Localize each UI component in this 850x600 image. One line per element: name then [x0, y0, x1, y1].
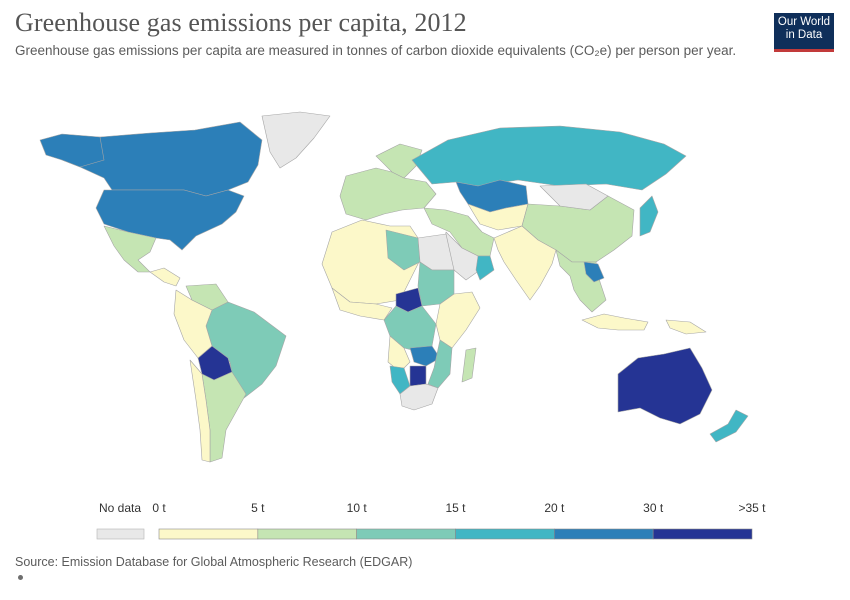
chart-subtitle: Greenhouse gas emissions per capita are … — [15, 43, 737, 58]
region-mexico[interactable] — [103, 225, 157, 273]
logo-line-2: in Data — [785, 29, 823, 41]
world-map — [39, 111, 749, 463]
region-botswana[interactable] — [409, 365, 427, 387]
region-south-africa[interactable] — [399, 383, 439, 411]
region-united-states[interactable] — [95, 189, 245, 251]
owid-logo[interactable]: Our World in Data — [774, 13, 834, 52]
legend-end-label: >35 t — [738, 501, 766, 515]
region-indonesia[interactable] — [581, 313, 649, 331]
logo-accent-bar — [774, 49, 834, 52]
region-venezuela[interactable] — [185, 283, 229, 311]
region-new-zealand[interactable] — [709, 409, 749, 443]
legend-tick-label-2: 10 t — [347, 501, 368, 515]
region-laos[interactable] — [583, 261, 605, 283]
legend-tick-label-3: 15 t — [445, 501, 466, 515]
region-india[interactable] — [493, 225, 557, 301]
region-chile[interactable] — [189, 359, 211, 463]
region-australia[interactable] — [617, 347, 713, 425]
region-oman[interactable] — [475, 255, 495, 281]
logo-line-1: Our World — [777, 16, 831, 28]
region-west-africa[interactable] — [331, 287, 393, 321]
legend-tick-label-4: 20 t — [544, 501, 565, 515]
region-madagascar[interactable] — [461, 347, 477, 383]
legend-no-data-label: No data — [99, 501, 141, 515]
legend-bin-4[interactable] — [554, 528, 654, 540]
region-greenland[interactable] — [261, 111, 331, 169]
legend-bin-0[interactable] — [158, 528, 259, 540]
chart-title: Greenhouse gas emissions per capita, 201… — [15, 8, 467, 37]
legend-tick-label-5: 30 t — [643, 501, 664, 515]
source-note: Source: Emission Database for Global Atm… — [15, 555, 413, 569]
region-mongolia[interactable] — [539, 183, 609, 211]
legend-tick-label-1: 5 t — [251, 501, 265, 515]
region-russia[interactable] — [411, 125, 687, 191]
region-zambia[interactable] — [409, 345, 441, 367]
region-angola[interactable] — [387, 335, 411, 373]
region-libya[interactable] — [385, 229, 421, 271]
legend-bin-1[interactable] — [257, 528, 357, 540]
region-japan[interactable] — [639, 195, 659, 237]
footer-dot — [18, 575, 23, 580]
region-scandinavia[interactable] — [375, 143, 423, 179]
region-central-america[interactable] — [149, 267, 181, 287]
legend: No data 0 t 5 t 10 t 15 t 20 t 30 t >35 t — [96, 501, 766, 540]
legend-no-data-swatch[interactable] — [96, 528, 145, 540]
region-papua-new-guinea[interactable] — [665, 319, 707, 335]
legend-bin-3[interactable] — [455, 528, 555, 540]
legend-bin-5[interactable] — [652, 528, 753, 540]
region-europe[interactable] — [339, 167, 437, 221]
region-alaska[interactable] — [39, 133, 105, 168]
legend-bin-2[interactable] — [356, 528, 456, 540]
legend-tick-label-0: 0 t — [152, 501, 166, 515]
region-east-africa[interactable] — [435, 291, 481, 349]
